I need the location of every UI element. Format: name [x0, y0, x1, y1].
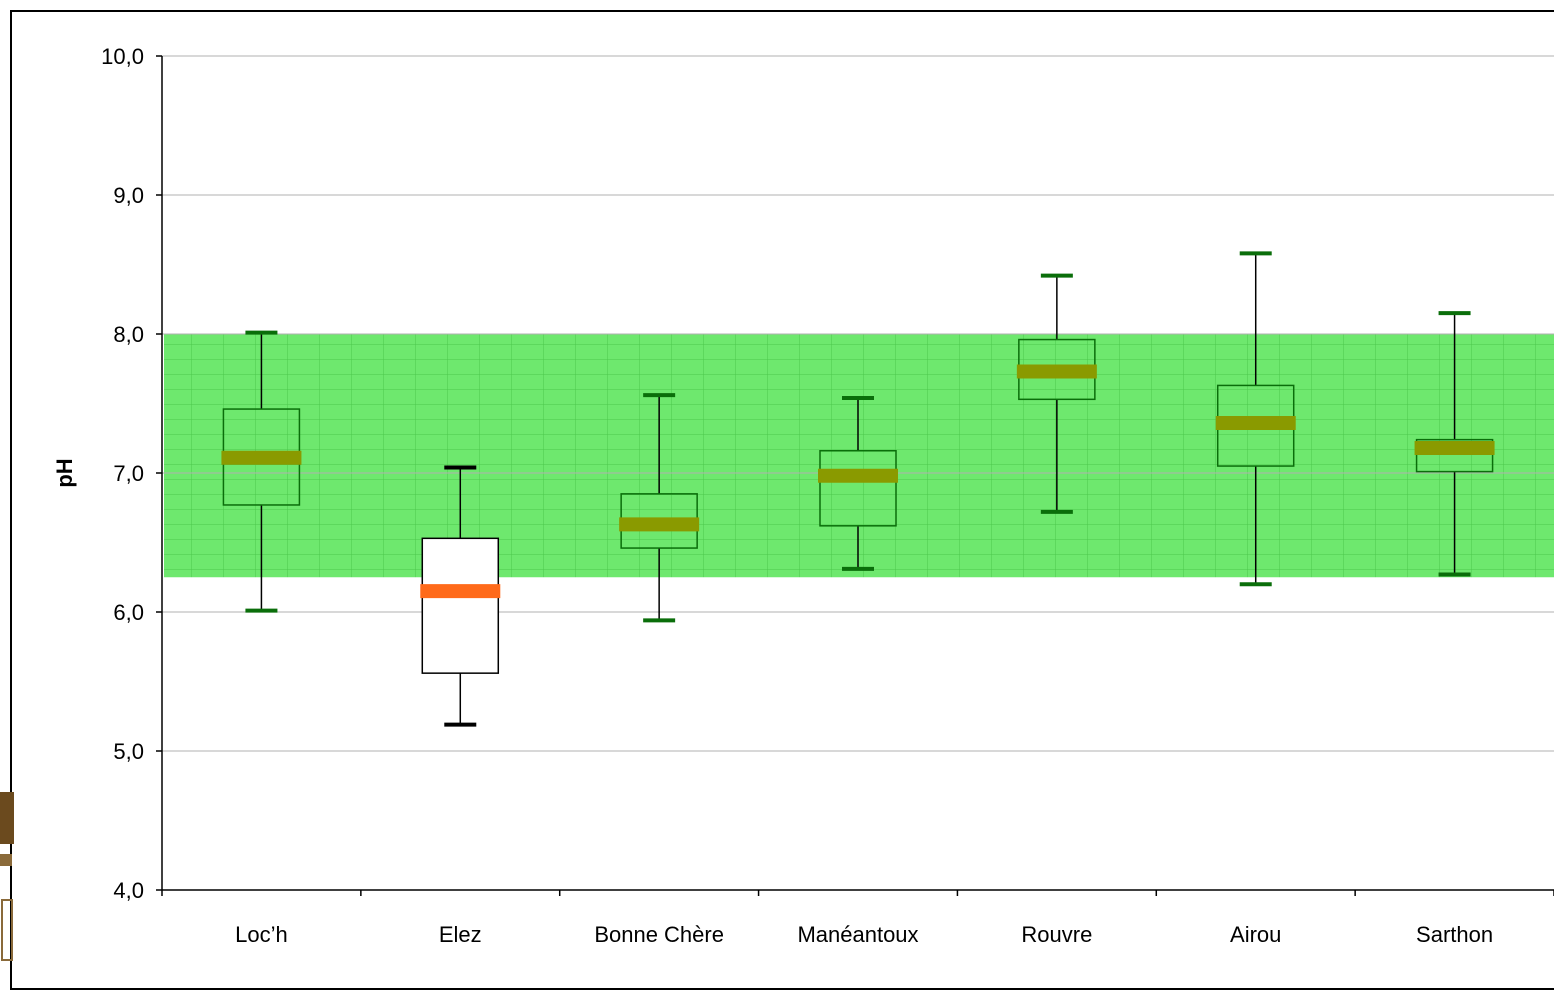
x-tick-label: Sarthon [1416, 922, 1493, 947]
x-tick-label: Bonne Chère [594, 922, 724, 947]
y-tick-label: 6,0 [113, 600, 144, 625]
x-tick-label: Elez [439, 922, 482, 947]
x-tick-label: Loc’h [235, 922, 288, 947]
x-tick-label: Rouvre [1021, 922, 1092, 947]
y-tick-label: 10,0 [101, 44, 144, 69]
y-tick-label: 8,0 [113, 322, 144, 347]
logo-fragment [0, 792, 14, 961]
box [819, 450, 897, 527]
x-tick-label: Airou [1230, 922, 1281, 947]
x-tick-label: Manéantoux [797, 922, 918, 947]
y-tick-label: 4,0 [113, 878, 144, 903]
y-axis-title: pH [52, 458, 77, 487]
y-tick-label: 5,0 [113, 739, 144, 764]
reference-band [164, 334, 1554, 578]
y-tick-label: 9,0 [113, 183, 144, 208]
y-tick-label: 7,0 [113, 461, 144, 486]
box [421, 537, 500, 674]
box [1415, 438, 1494, 473]
